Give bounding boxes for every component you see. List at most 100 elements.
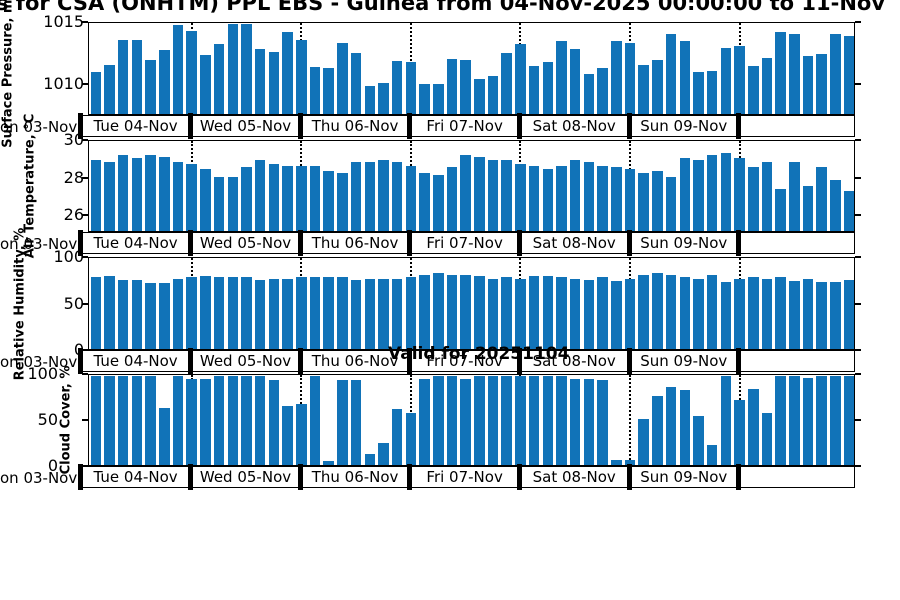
bar xyxy=(843,191,855,231)
bar xyxy=(296,165,307,231)
day-label: Fri 07-Nov xyxy=(426,117,503,135)
y-tick-mark xyxy=(82,139,88,141)
bar xyxy=(775,189,786,231)
bar xyxy=(501,52,512,114)
bar xyxy=(802,278,814,349)
day-separator xyxy=(297,230,303,256)
bar xyxy=(337,172,348,231)
bar xyxy=(282,406,293,465)
y-tick-mark xyxy=(82,419,88,421)
y-tick-mark xyxy=(82,256,88,258)
bar xyxy=(213,277,225,349)
bar xyxy=(323,171,334,231)
day-separator xyxy=(188,464,194,490)
day-separator xyxy=(736,230,742,256)
bar xyxy=(679,158,691,231)
bar xyxy=(679,277,691,349)
bar xyxy=(528,376,540,465)
bar xyxy=(309,277,321,349)
bar xyxy=(378,442,389,465)
bar xyxy=(487,75,499,114)
y-tick-mark xyxy=(855,465,861,467)
bar xyxy=(693,72,704,114)
bar xyxy=(309,376,321,465)
bar xyxy=(104,161,115,231)
bar xyxy=(378,278,389,349)
bar xyxy=(693,416,704,465)
bar xyxy=(296,39,307,114)
bar xyxy=(145,60,156,114)
day-label: Sun 09-Nov xyxy=(640,234,728,252)
bar xyxy=(624,43,636,114)
bar xyxy=(734,158,745,231)
bar xyxy=(172,25,184,114)
day-label: Tue 04-Nov xyxy=(93,468,178,486)
y-tick-mark xyxy=(855,139,861,141)
bar xyxy=(734,278,745,349)
bar xyxy=(419,84,430,114)
y-tick-mark xyxy=(82,302,88,305)
bar xyxy=(337,380,348,465)
y-tick-label: 50 xyxy=(63,293,84,313)
bar xyxy=(665,275,677,349)
day-label xyxy=(741,115,855,137)
bar xyxy=(528,165,540,231)
bar xyxy=(104,64,115,114)
y-tick-mark xyxy=(82,21,88,23)
bar xyxy=(323,277,334,349)
day-label: Thu 06-Nov xyxy=(311,234,399,252)
bar xyxy=(528,66,540,114)
bar xyxy=(432,273,444,349)
day-separator xyxy=(736,348,742,374)
bar xyxy=(748,389,759,465)
day-separator xyxy=(516,464,522,490)
bar xyxy=(487,376,499,465)
day-label: Sat 08-Nov xyxy=(532,352,616,370)
y-tick-label: 30 xyxy=(63,130,84,149)
bar xyxy=(104,276,115,349)
bar xyxy=(241,376,252,465)
bar xyxy=(720,376,732,465)
day-label xyxy=(741,466,855,488)
bar xyxy=(186,277,197,349)
day-label: Tue 04-Nov xyxy=(93,352,178,370)
y-axis-title: Cloud Cover, % xyxy=(58,365,74,475)
bar xyxy=(460,60,471,114)
bar xyxy=(432,84,444,114)
bar xyxy=(583,161,595,231)
day-label: Fri 07-Nov xyxy=(426,352,503,370)
bar xyxy=(282,278,293,349)
day-separator xyxy=(626,348,632,374)
bar xyxy=(665,33,677,114)
bar xyxy=(693,160,704,231)
left-edge-day-label: on 03-Nov xyxy=(0,235,78,253)
y-tick-label: 26 xyxy=(63,205,84,225)
y-tick-label: 1015 xyxy=(43,12,84,31)
bar xyxy=(172,278,184,349)
day-separator xyxy=(297,113,303,139)
bar xyxy=(501,160,512,231)
bar xyxy=(90,277,102,349)
bar xyxy=(117,376,129,465)
bar xyxy=(816,167,828,231)
bar xyxy=(405,62,417,114)
day-label: Wed 05-Nov xyxy=(199,468,292,486)
bar xyxy=(569,49,581,114)
bar xyxy=(706,275,718,349)
bar xyxy=(364,278,376,349)
bar xyxy=(706,70,718,114)
y-tick-mark xyxy=(855,83,861,85)
day-separator xyxy=(297,464,303,490)
bar xyxy=(131,39,143,114)
day-label xyxy=(741,350,855,372)
bar xyxy=(405,413,417,465)
bar xyxy=(200,55,211,114)
bar xyxy=(611,280,622,349)
bar xyxy=(241,277,252,349)
bar xyxy=(761,413,773,465)
left-edge-day-label: on 03-Nov xyxy=(0,469,78,487)
day-separator xyxy=(407,230,413,256)
bar xyxy=(597,165,608,231)
bar xyxy=(227,24,239,114)
bar xyxy=(597,379,608,465)
